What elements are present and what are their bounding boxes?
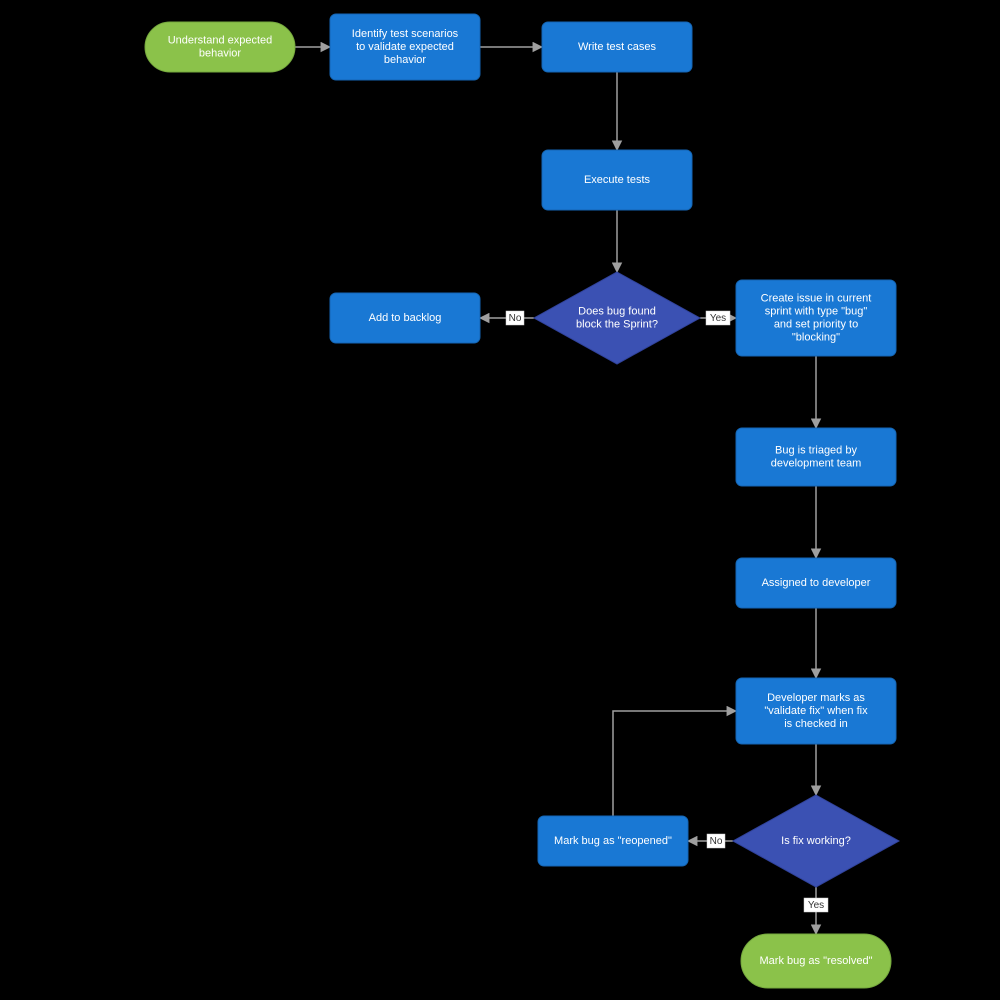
node-n6: Add to backlog bbox=[330, 293, 480, 343]
node-label: Mark bug as "resolved" bbox=[760, 955, 873, 967]
node-n2: Identify test scenariosto validate expec… bbox=[330, 14, 480, 80]
edge-label: No bbox=[509, 313, 522, 324]
flowchart-canvas: No Yes No Yes Understand expectedbehavior Ide… bbox=[0, 0, 1000, 1000]
node-label: Mark bug as "reopened" bbox=[554, 835, 672, 847]
edge-label: Yes bbox=[710, 313, 726, 324]
node-label: Does bug foundblock the Sprint? bbox=[576, 305, 658, 330]
node-label: Add to backlog bbox=[369, 312, 442, 324]
node-label: Execute tests bbox=[584, 174, 651, 186]
node-label: Assigned to developer bbox=[762, 577, 871, 589]
node-n13: Mark bug as "resolved" bbox=[741, 934, 891, 988]
edge-label: No bbox=[710, 836, 723, 847]
node-label: Write test cases bbox=[578, 41, 657, 53]
node-label: Is fix working? bbox=[781, 835, 851, 847]
node-n10: Developer marks as"validate fix" when fi… bbox=[736, 678, 896, 744]
nodes-layer: Understand expectedbehavior Identify test… bbox=[145, 14, 899, 988]
node-n1: Understand expectedbehavior bbox=[145, 22, 295, 72]
node-n8: Bug is triaged bydevelopment team bbox=[736, 428, 896, 486]
node-n7: Create issue in currentsprint with type … bbox=[736, 280, 896, 356]
node-n11: Is fix working? bbox=[733, 795, 899, 887]
node-n5: Does bug foundblock the Sprint? bbox=[534, 272, 700, 364]
node-n9: Assigned to developer bbox=[736, 558, 896, 608]
node-n3: Write test cases bbox=[542, 22, 692, 72]
edge-label: Yes bbox=[808, 900, 824, 911]
node-label: Bug is triaged bydevelopment team bbox=[771, 444, 862, 469]
node-n4: Execute tests bbox=[542, 150, 692, 210]
node-n12: Mark bug as "reopened" bbox=[538, 816, 688, 866]
edge-n12-n10 bbox=[613, 711, 736, 816]
